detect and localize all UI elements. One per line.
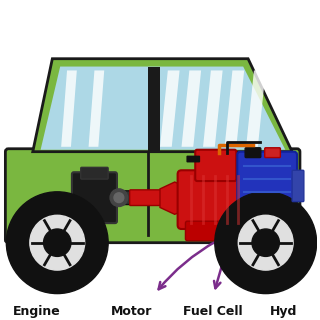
FancyBboxPatch shape <box>148 67 160 152</box>
Polygon shape <box>181 70 201 147</box>
Polygon shape <box>246 70 266 147</box>
Circle shape <box>238 215 293 270</box>
Circle shape <box>252 229 279 256</box>
Circle shape <box>114 193 124 203</box>
FancyBboxPatch shape <box>5 149 300 243</box>
FancyBboxPatch shape <box>195 150 236 181</box>
Text: Motor: Motor <box>111 305 152 318</box>
Text: Engine: Engine <box>13 305 61 318</box>
Text: Fuel Cell: Fuel Cell <box>182 305 242 318</box>
FancyBboxPatch shape <box>187 156 200 163</box>
Circle shape <box>215 192 316 293</box>
Polygon shape <box>43 68 146 149</box>
Polygon shape <box>225 70 244 147</box>
FancyBboxPatch shape <box>178 170 259 229</box>
Polygon shape <box>203 70 223 147</box>
Circle shape <box>6 192 108 293</box>
Polygon shape <box>160 182 184 214</box>
FancyBboxPatch shape <box>237 152 297 218</box>
Circle shape <box>30 215 85 270</box>
FancyBboxPatch shape <box>265 148 280 157</box>
Circle shape <box>110 189 128 206</box>
Polygon shape <box>41 67 285 150</box>
Circle shape <box>44 229 71 256</box>
Text: Hyd: Hyd <box>270 305 297 318</box>
Polygon shape <box>61 70 77 147</box>
FancyBboxPatch shape <box>72 172 117 223</box>
Polygon shape <box>89 70 104 147</box>
FancyBboxPatch shape <box>245 148 261 157</box>
Polygon shape <box>160 70 180 147</box>
FancyBboxPatch shape <box>130 190 161 205</box>
FancyBboxPatch shape <box>186 221 253 241</box>
Polygon shape <box>162 68 283 149</box>
FancyBboxPatch shape <box>114 191 140 204</box>
Polygon shape <box>33 59 292 152</box>
FancyBboxPatch shape <box>292 170 304 202</box>
FancyBboxPatch shape <box>81 167 108 179</box>
